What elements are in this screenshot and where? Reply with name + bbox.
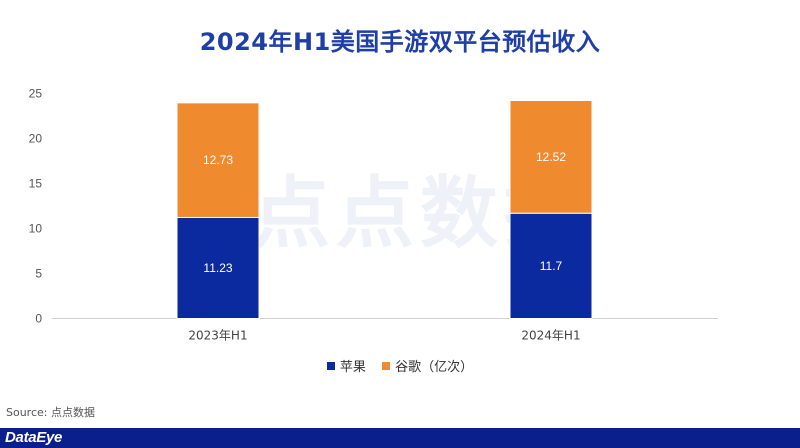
bar-apple-1 xyxy=(176,216,260,319)
y-tick-label: 15 xyxy=(29,177,43,191)
legend-item-apple: 苹果 xyxy=(326,356,366,375)
source-note: Source: 点点数据 xyxy=(6,406,95,419)
bar-apple-2 xyxy=(509,212,593,319)
chart-title: 2024年H1美国手游双平台预估收入 xyxy=(199,28,601,56)
footer-bar: DataEye xyxy=(0,428,800,448)
legend-swatch-apple xyxy=(326,362,335,370)
chart-legend: 苹果 谷歌（亿次） xyxy=(0,356,800,375)
data-label-google-1: 12.73 xyxy=(203,153,233,167)
legend-item-google: 谷歌（亿次） xyxy=(382,356,473,375)
y-tick-label: 5 xyxy=(35,267,42,281)
y-tick-label: 10 xyxy=(29,222,43,236)
data-label-apple-2: 11.7 xyxy=(540,259,563,273)
y-tick-label: 20 xyxy=(29,132,43,146)
legend-label-google: 谷歌（亿次） xyxy=(395,360,474,375)
legend-swatch-google xyxy=(382,362,391,370)
y-tick-label: 25 xyxy=(29,87,43,101)
x-tick-label: 2024年H1 xyxy=(521,329,580,343)
bar-google-2 xyxy=(509,100,593,214)
x-tick-label: 2023年H1 xyxy=(188,329,247,343)
data-label-apple-1: 11.23 xyxy=(203,261,232,275)
y-tick-label: 0 xyxy=(35,312,42,326)
brand-logo: DataEye xyxy=(5,429,63,446)
data-label-google-2: 12.52 xyxy=(536,150,566,164)
bar-google-1 xyxy=(176,102,260,218)
legend-label-apple: 苹果 xyxy=(339,360,366,375)
